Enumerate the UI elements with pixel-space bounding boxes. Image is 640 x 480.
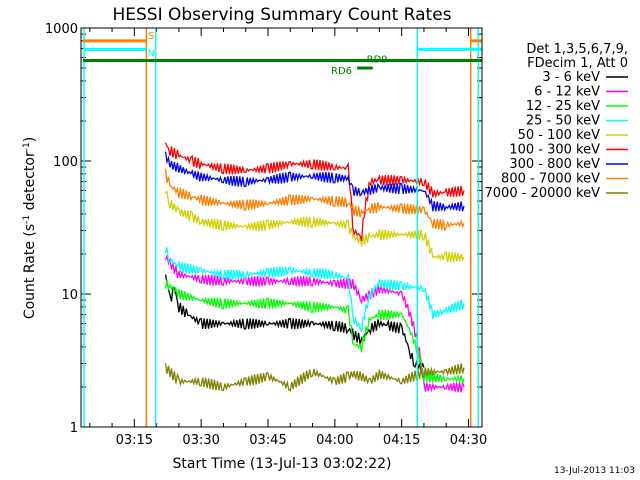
x-tick-label-1: 03:30 bbox=[182, 433, 219, 448]
y-tick-label-1: 10 bbox=[61, 288, 78, 303]
series-group bbox=[164, 142, 465, 393]
chart-title: HESSI Observing Summary Count Rates bbox=[112, 5, 451, 25]
flag-label-rd6: RD6 bbox=[331, 66, 352, 77]
y-tick-label-0: 1 bbox=[70, 421, 78, 436]
flags-group: SN RD9 RD6 bbox=[83, 28, 482, 427]
x-tick-label-3: 04:00 bbox=[316, 433, 353, 448]
x-axis-ticks: 03:15 03:30 03:45 04:00 04:15 04:30 bbox=[89, 28, 487, 448]
series-line-7 bbox=[164, 168, 465, 232]
x-tick-label-4: 04:15 bbox=[383, 433, 420, 448]
y-axis-label-main: Count Rate (s bbox=[22, 224, 38, 319]
y-axis-label-end: ) bbox=[22, 137, 38, 142]
flag-label-n: N bbox=[148, 48, 155, 59]
series-line-0 bbox=[164, 274, 425, 373]
y-axis-label-mid: detector bbox=[22, 151, 38, 215]
series-line-6 bbox=[164, 151, 465, 213]
plot-frame bbox=[80, 27, 483, 428]
y-tick-label-2: 100 bbox=[53, 155, 78, 170]
x-tick-label-0: 03:15 bbox=[116, 433, 153, 448]
series-line-8 bbox=[164, 363, 465, 392]
series-line-3 bbox=[164, 247, 465, 333]
legend-label-6: 300 - 800 keV bbox=[509, 157, 600, 172]
y-axis-label: Count Rate (s-1 detector-1) bbox=[22, 137, 38, 319]
legend-header-1: Det 1,3,5,6,7,9, bbox=[526, 42, 628, 57]
legend-label-5: 100 - 300 keV bbox=[509, 143, 600, 158]
legend-header-2: FDecim 1, Att 0 bbox=[527, 56, 628, 71]
y-tick-label-3: 1000 bbox=[45, 22, 78, 37]
y-axis-label-sup2: -1 bbox=[22, 142, 32, 151]
legend-label-4: 50 - 100 keV bbox=[518, 128, 601, 143]
flag-label-s: S bbox=[148, 31, 154, 42]
legend-label-2: 12 - 25 keV bbox=[526, 99, 600, 114]
series-line-2 bbox=[164, 279, 465, 386]
x-tick-label-5: 04:30 bbox=[450, 433, 487, 448]
legend-label-8: 7000 - 20000 keV bbox=[485, 186, 601, 201]
legend-label-1: 6 - 12 keV bbox=[534, 85, 600, 100]
series-line-1 bbox=[164, 254, 465, 393]
y-axis-label-sup1: -1 bbox=[22, 215, 32, 224]
legend-label-3: 25 - 50 keV bbox=[526, 114, 600, 129]
flag-label-rd9: RD9 bbox=[367, 54, 388, 65]
series-line-5 bbox=[164, 142, 465, 242]
x-axis-label: Start Time (13-Jul-13 03:02:22) bbox=[172, 456, 391, 472]
legend-label-7: 800 - 7000 keV bbox=[501, 172, 600, 187]
legend-label-0: 3 - 6 keV bbox=[542, 70, 600, 85]
x-tick-label-2: 03:45 bbox=[249, 433, 286, 448]
series-line-4 bbox=[165, 190, 465, 263]
footer-timestamp: 13-Jul-2013 11:03 bbox=[554, 466, 635, 476]
